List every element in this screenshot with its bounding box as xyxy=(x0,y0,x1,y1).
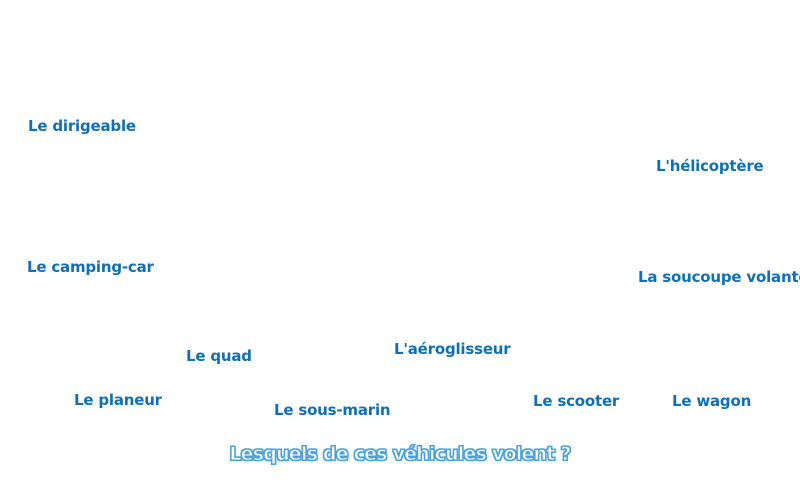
vehicle-option-wagon[interactable]: Le wagon xyxy=(672,392,752,410)
vehicle-option-helicoptere[interactable]: L'hélicoptère xyxy=(656,157,764,175)
vehicle-option-dirigeable[interactable]: Le dirigeable xyxy=(28,117,136,135)
vehicle-option-soucoupe-volante[interactable]: La soucoupe volante xyxy=(638,268,800,286)
vehicle-option-camping-car[interactable]: Le camping-car xyxy=(27,258,154,276)
vehicle-option-aeroglisseur[interactable]: L'aéroglisseur xyxy=(394,340,511,358)
vehicle-option-scooter[interactable]: Le scooter xyxy=(533,392,620,410)
vehicle-option-planeur[interactable]: Le planeur xyxy=(74,391,162,409)
vehicle-option-quad[interactable]: Le quad xyxy=(186,347,252,365)
vehicle-option-sous-marin[interactable]: Le sous-marin xyxy=(274,401,391,419)
question-prompt: Lesquels de ces véhicules volent ? xyxy=(229,443,572,466)
